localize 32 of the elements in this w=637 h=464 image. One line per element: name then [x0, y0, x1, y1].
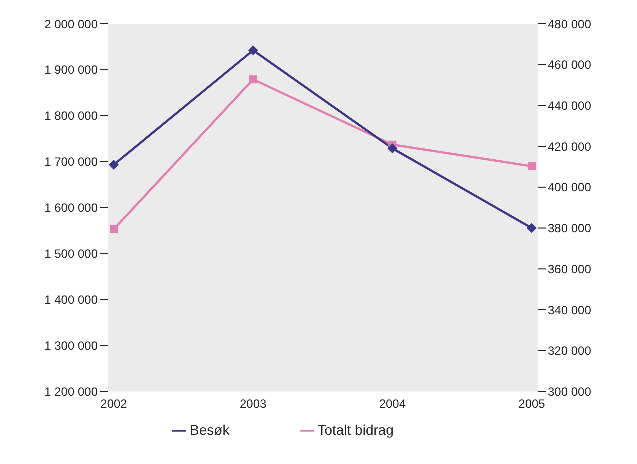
- y-tick-label: 1 200 000: [44, 384, 98, 399]
- y2-tick-label: 480 000: [548, 17, 592, 32]
- y-tick-label: 1 700 000: [44, 155, 98, 170]
- point: [528, 162, 536, 170]
- x-tick-label: 2002: [100, 397, 128, 412]
- y2-tick-label: 320 000: [548, 344, 592, 358]
- point: [110, 225, 118, 234]
- y2-tick-label: 460 000: [548, 58, 592, 72]
- y2-tick-label: 400 000: [548, 180, 592, 195]
- y2-tick-label: 300 000: [548, 384, 592, 399]
- y2-tick-label: 380 000: [548, 222, 592, 236]
- y-tick-label: 1 900 000: [44, 63, 98, 78]
- y-tick-label: 2 000 000: [44, 17, 98, 32]
- point: [527, 223, 537, 234]
- y-tick-label: 1 400 000: [44, 293, 98, 308]
- y-tick-label: 1 600 000: [44, 201, 98, 216]
- y2-tick-label: 440 000: [548, 98, 592, 113]
- y2-tick-label: 360 000: [548, 262, 592, 276]
- point: [388, 144, 398, 154]
- point: [249, 76, 258, 84]
- y-tick-label: 1 300 000: [44, 339, 98, 353]
- x-tick-label: 2005: [518, 397, 546, 412]
- y2-tick-label: 340 000: [548, 303, 592, 318]
- legend-label: Besøk: [190, 422, 230, 438]
- y-tick-label: 1 500 000: [44, 247, 98, 262]
- x-tick-label: 2004: [379, 397, 406, 412]
- y-tick-label: 1 800 000: [44, 109, 98, 124]
- point: [248, 46, 258, 56]
- y2-tick-label: 420 000: [548, 140, 592, 154]
- legend-label: Totalt bidrag: [318, 422, 394, 438]
- point: [109, 160, 119, 170]
- x-tick-label: 2003: [240, 397, 268, 412]
